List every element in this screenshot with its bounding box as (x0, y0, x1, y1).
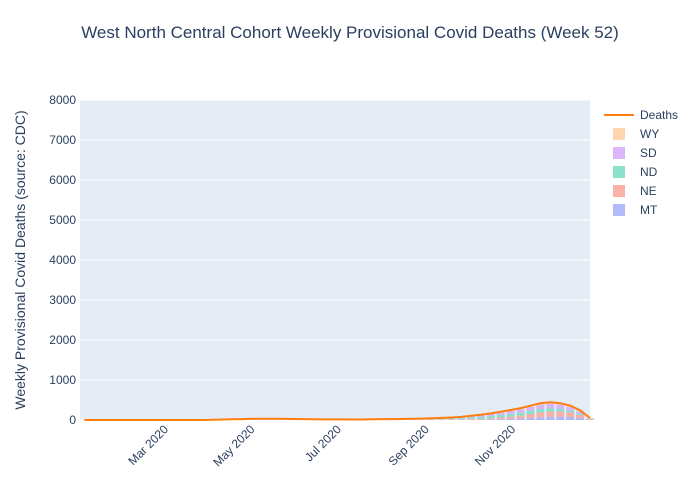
legend-label-sd: SD (640, 146, 657, 160)
bar-nd (467, 417, 475, 419)
bar-nd (437, 418, 446, 420)
bar-ne (486, 418, 495, 420)
bar-ne (556, 411, 565, 417)
bar-ne (506, 416, 515, 419)
legend-label-mt: MT (640, 203, 658, 217)
bar-sd (506, 410, 515, 414)
legend-swatch-wy (613, 128, 625, 140)
bar-sd (556, 404, 565, 409)
bar-nd (447, 418, 456, 420)
line-layer (84, 401, 591, 421)
legend-swatch-ne (613, 185, 625, 197)
bar-nd (546, 408, 555, 412)
x-tick-label: May 2020 (210, 422, 257, 469)
bar-sd (566, 406, 575, 411)
bar-sd (536, 404, 545, 409)
bar-nd (526, 410, 535, 414)
legend-swatch-sd (613, 147, 625, 159)
y-axis: 0 1000 2000 3000 4000 5000 6000 7000 8000 (49, 93, 76, 427)
bar-mt (526, 417, 535, 420)
y-tick-label: 7000 (49, 133, 76, 147)
y-tick-label: 4000 (49, 253, 76, 267)
bar-nd (536, 409, 545, 413)
bar-nd (566, 410, 575, 413)
bar-nd (576, 413, 585, 415)
bar-ne (496, 417, 505, 420)
bar-ne (536, 412, 545, 418)
y-axis-title: Weekly Provisional Covid Deaths (source:… (12, 110, 28, 409)
bar-sd (546, 403, 555, 409)
bar-ne (526, 414, 535, 418)
bar-ne (586, 419, 594, 420)
x-tick-label: Jul 2020 (302, 422, 344, 464)
y-tick-label: 6000 (49, 173, 76, 187)
y-tick-label: 0 (69, 413, 76, 427)
y-tick-label: 3000 (49, 293, 76, 307)
bar-mt (566, 417, 575, 420)
legend: Deaths WY SD ND NE MT (604, 108, 678, 217)
bar-nd (476, 416, 485, 419)
bar-mt (496, 419, 505, 420)
chart-title: West North Central Cohort Weekly Provisi… (81, 23, 619, 42)
bar-ne (467, 418, 475, 420)
bar-sd (486, 414, 495, 416)
bar-sd (496, 412, 505, 415)
bar-nd (496, 414, 505, 418)
bar-nd (556, 409, 565, 412)
y-tick-label: 5000 (49, 213, 76, 227)
bar-mt (506, 418, 515, 420)
legend-label-deaths: Deaths (640, 108, 678, 122)
legend-swatch-nd (613, 166, 625, 178)
bar-sd (526, 407, 535, 411)
bar-ne (516, 415, 525, 419)
bar-ne (476, 418, 485, 420)
bar-mt (486, 419, 495, 420)
x-tick-label: Mar 2020 (125, 422, 171, 468)
deaths-line (84, 401, 591, 421)
y-tick-label: 2000 (49, 333, 76, 347)
bar-mt (576, 418, 585, 420)
x-tick-label: Nov 2020 (472, 422, 518, 468)
bar-mt (556, 416, 565, 420)
bar-nd (486, 416, 495, 419)
bar-nd (506, 413, 515, 417)
bar-mt (516, 418, 525, 420)
bar-ne (457, 419, 466, 420)
bar-ne (546, 411, 555, 417)
legend-label-ne: NE (640, 184, 657, 198)
bar-mt (536, 417, 545, 420)
bar-sd (516, 409, 525, 413)
bar-ne (447, 419, 456, 420)
bar-ne (566, 412, 575, 417)
legend-swatch-mt (613, 204, 625, 216)
y-tick-label: 1000 (49, 373, 76, 387)
bar-mt (546, 416, 555, 420)
legend-label-wy: WY (640, 127, 659, 141)
bar-ne (576, 415, 585, 418)
y-tick-label: 8000 (49, 93, 76, 107)
bar-nd (457, 418, 466, 420)
gridlines (80, 99, 590, 381)
bar-nd (516, 412, 525, 416)
x-tick-label: Sep 2020 (386, 422, 432, 468)
bar-sd (476, 415, 485, 417)
legend-label-nd: ND (640, 165, 658, 179)
x-axis: Mar 2020 May 2020 Jul 2020 Sep 2020 Nov 2020 (125, 422, 518, 469)
bar-sd (576, 411, 585, 414)
